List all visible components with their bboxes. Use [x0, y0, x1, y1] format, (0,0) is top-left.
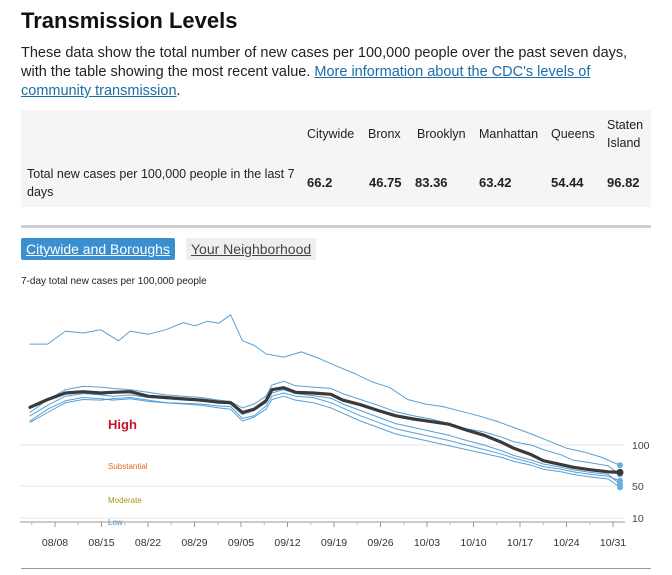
y-tick-label: 10 [632, 513, 644, 525]
intro-text: These data show the total number of new … [21, 44, 651, 101]
series-endpoint-borough [617, 484, 623, 491]
x-tick-label: 08/08 [42, 537, 68, 549]
x-tick-label: 10/03 [414, 537, 440, 549]
series-endpoint-borough [617, 462, 623, 469]
series-line-borough [29, 395, 621, 488]
bottom-divider [21, 568, 651, 569]
header-staten-line2: Island [607, 136, 641, 150]
header-brooklyn: Brooklyn [417, 127, 466, 141]
y-tick-label: 100 [632, 440, 650, 452]
value-bronx: 46.75 [369, 175, 402, 190]
chart-subtitle: 7-day total new cases per 100,000 people [21, 276, 207, 287]
x-tick-label: 08/29 [181, 537, 207, 549]
x-tick-label: 10/24 [553, 537, 579, 549]
x-tick-label: 10/17 [507, 537, 533, 549]
level-label-substantial: Substantial [108, 462, 148, 471]
header-staten-island: Staten Island [607, 116, 643, 152]
x-tick-label: 08/15 [88, 537, 114, 549]
x-tick-label: 09/19 [321, 537, 347, 549]
value-staten-island: 96.82 [607, 175, 640, 190]
summary-table: Citywide Bronx Brooklyn Manhattan Queens… [21, 110, 651, 207]
value-brooklyn: 83.36 [415, 175, 448, 190]
series-endpoint-citywide [616, 468, 624, 476]
section-divider [21, 225, 651, 228]
tab-citywide-boroughs[interactable]: Citywide and Boroughs [21, 238, 175, 260]
value-queens: 54.44 [551, 175, 584, 190]
series-line-borough [29, 392, 621, 482]
series-line-borough [29, 314, 621, 466]
row-label: Total new cases per 100,000 people in th… [27, 167, 295, 199]
header-citywide: Citywide [307, 127, 355, 141]
header-staten-line1: Staten [607, 118, 644, 132]
value-manhattan: 63.42 [479, 175, 512, 190]
value-citywide: 66.2 [307, 175, 333, 190]
series-line-borough [29, 389, 621, 485]
x-tick-label: 09/05 [228, 537, 254, 549]
series-line-citywide [28, 386, 622, 474]
x-tick-label: 10/10 [460, 537, 486, 549]
x-tick-label: 09/12 [274, 537, 300, 549]
x-tick-label: 10/31 [600, 537, 626, 549]
x-tick-label: 08/22 [135, 537, 161, 549]
intro-description: These data show the total number of new … [21, 45, 628, 80]
intro-end: . [176, 83, 181, 99]
header-manhattan: Manhattan [479, 127, 539, 141]
page-title: Transmission Levels [21, 8, 238, 33]
cdc-levels-link[interactable]: More information about the CDC's levels … [21, 64, 591, 99]
level-label-moderate: Moderate [108, 496, 142, 505]
level-label-high: High [108, 417, 137, 432]
y-tick-label: 50 [632, 481, 644, 493]
tab-your-neighborhood[interactable]: Your Neighborhood [186, 238, 317, 260]
header-bronx: Bronx [368, 127, 401, 141]
header-queens: Queens [551, 127, 595, 141]
x-tick-label: 09/26 [367, 537, 393, 549]
series-line-borough [29, 380, 621, 475]
